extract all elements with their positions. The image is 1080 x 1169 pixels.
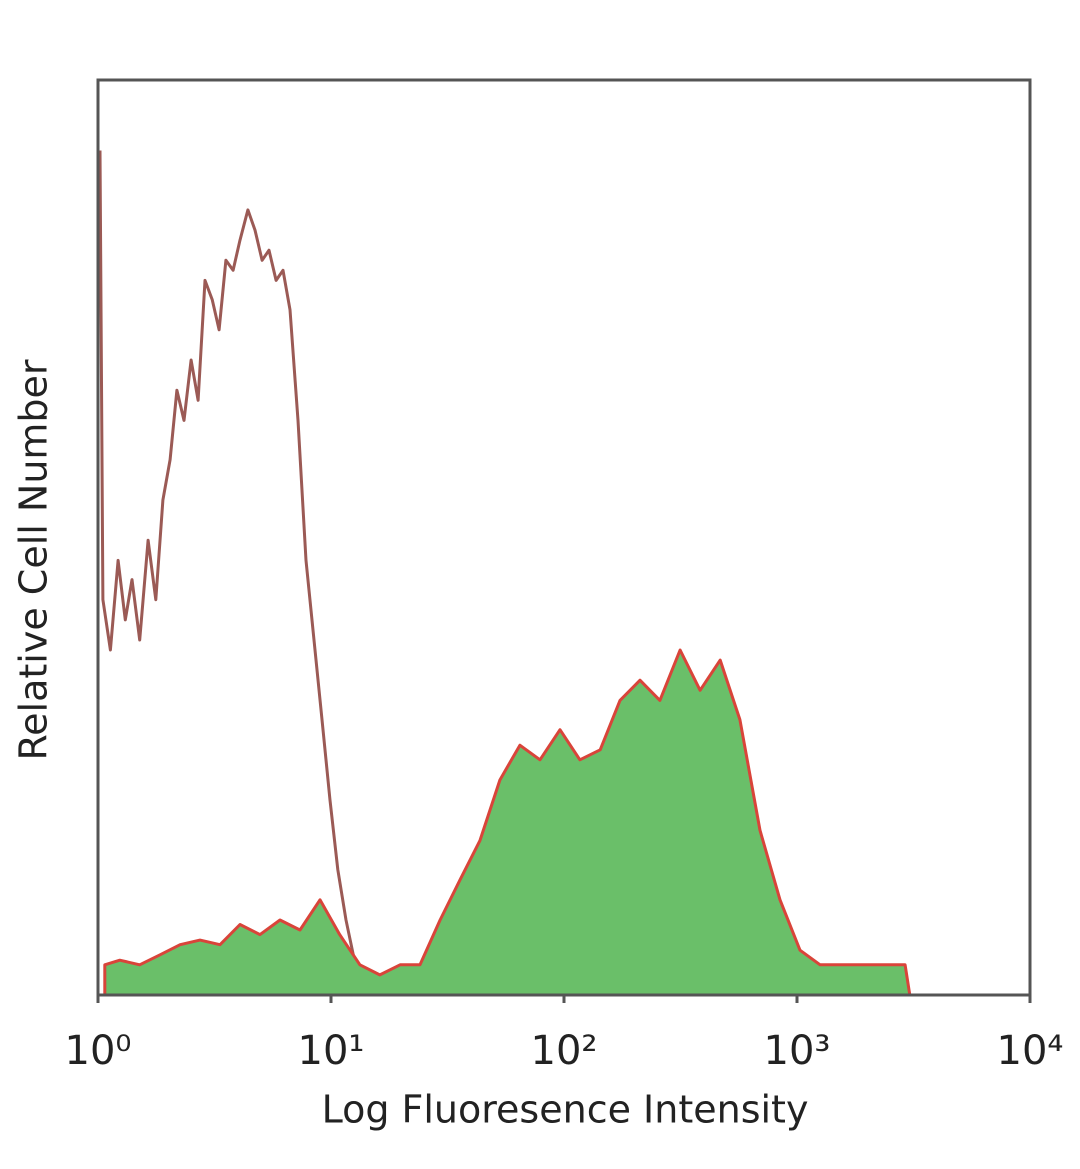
histogram-line	[98, 150, 1030, 997]
x-tick-label: 10³	[764, 1028, 831, 1074]
x-axis-label: Log Fluoresence Intensity	[322, 1088, 809, 1132]
x-tick-label: 10⁰	[65, 1028, 132, 1074]
x-tick-label: 10⁴	[997, 1028, 1064, 1074]
x-tick-label: 10¹	[298, 1028, 365, 1074]
y-axis-label: Relative Cell Number	[12, 359, 56, 760]
histogram-area	[103, 648, 912, 997]
x-tick-label: 10²	[531, 1028, 598, 1074]
